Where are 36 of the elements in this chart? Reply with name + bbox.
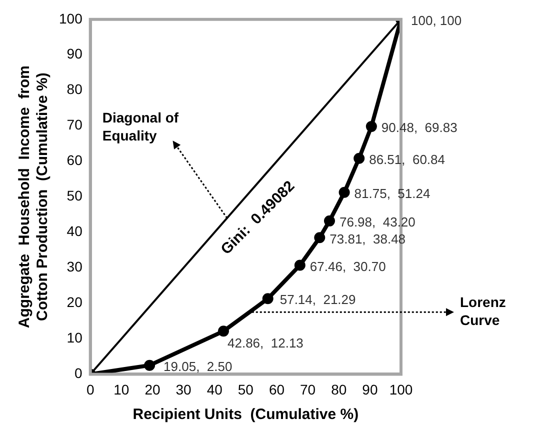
data-label: 57.14, 21.29 [280,292,356,308]
y-tick-label: 40 [66,223,83,240]
y-tick-label: 0 [74,365,83,382]
annotation: Lorenz Curve [460,294,506,328]
x-tick-label: 90 [362,381,378,398]
y-tick-label: 60 [66,152,83,168]
x-tick-label: 10 [114,381,130,398]
data-label: 19.05, 2.50 [164,358,232,374]
data-label: 100, 100 [411,12,462,28]
x-tick-label: 20 [144,381,160,398]
x-tick-label: 70 [300,381,316,398]
x-tick-label: 50 [238,381,254,398]
data-label: 76.98, 43.20 [339,214,416,230]
data-label: 67.46, 30.70 [310,258,386,274]
y-tick-label: 50 [66,188,83,204]
x-tick-label: 60 [268,381,285,398]
y-tick-label: 80 [66,81,83,98]
x-tick-label: 30 [176,381,192,398]
data-label: 86.51, 60.84 [369,152,445,167]
x-tick-label: 80 [331,381,347,398]
x-tick-label: 100 [389,381,413,398]
y-tick-label: 70 [66,116,83,133]
y-tick-label: 20 [66,294,83,310]
y-tick-label: 30 [66,258,83,275]
y-tick-label: 100 [59,10,83,26]
y-tick-label: 90 [66,46,83,62]
data-label: 81.75, 51.24 [354,186,430,201]
data-label: 90.48, 69.83 [381,120,458,136]
x-axis-title: Recipient Units (Cumulative %) [132,406,359,424]
y-axis-title: Aggregate Household Income from Cotton Production (Cumulative %) [16,66,52,328]
data-label: 73.81, 38.48 [330,231,406,246]
x-tick-label: 0 [86,381,94,398]
y-tick-label: 10 [66,330,83,346]
annotation: Diagonal of Equality [102,110,179,144]
data-label: 42.86, 12.13 [228,336,304,351]
x-tick-label: 40 [206,381,223,398]
